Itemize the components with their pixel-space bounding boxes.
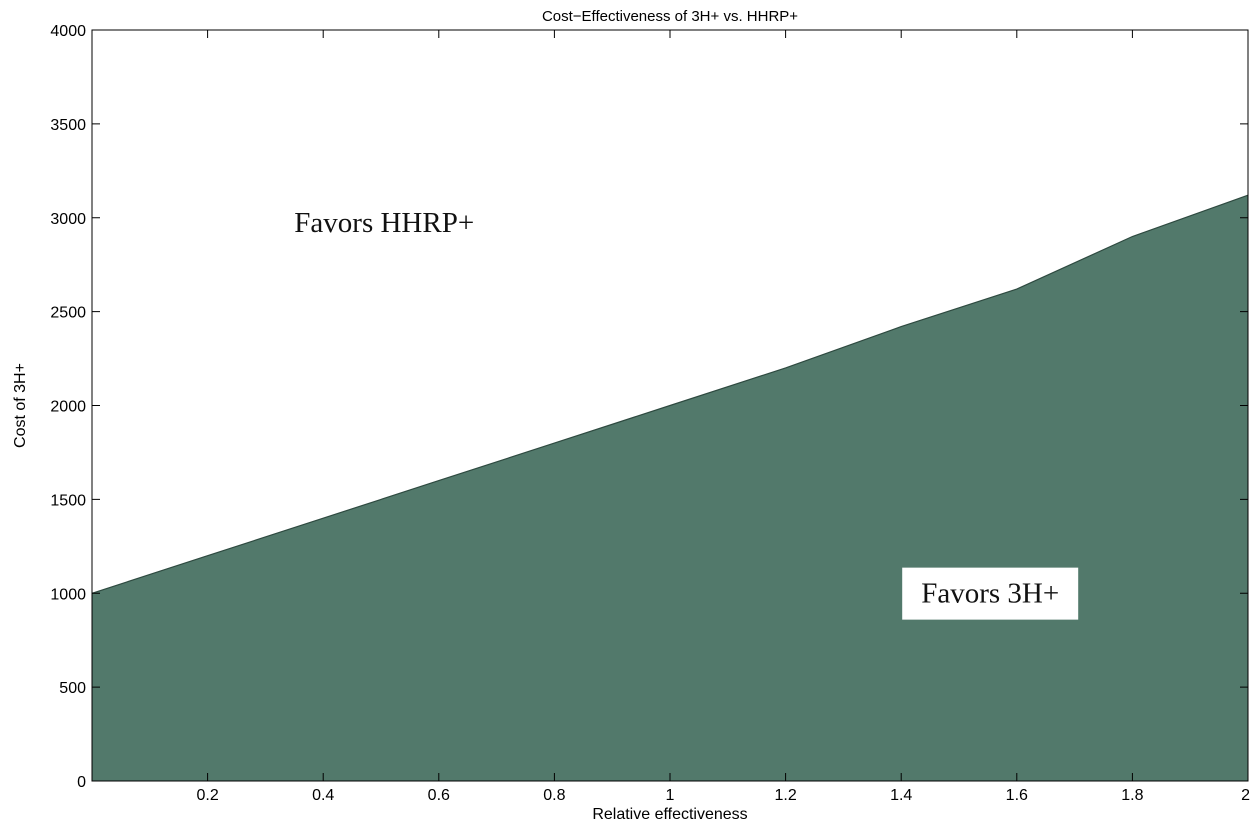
x-tick-label: 1.8 xyxy=(1121,787,1143,804)
x-tick-label: 0.6 xyxy=(428,787,450,804)
y-tick-label: 3500 xyxy=(50,117,86,134)
x-axis-label: Relative effectiveness xyxy=(592,806,747,822)
x-tick-label: 1.2 xyxy=(774,787,796,804)
y-tick-label: 2000 xyxy=(50,399,86,416)
area-boundary-line xyxy=(91,194,1249,594)
y-axis-ticks: 0 500 1000 1500 2000 2500 3000 3500 4000 xyxy=(50,23,1248,791)
region-annotations: Favors HHRP+ Favors 3H+ xyxy=(294,207,1079,620)
y-tick-label: 4000 xyxy=(50,23,86,40)
y-tick-label: 2500 xyxy=(50,305,86,322)
chart-title: Cost−Effectiveness of 3H+ vs. HHRP+ xyxy=(542,8,798,25)
x-tick-label: 1 xyxy=(666,787,675,804)
y-tick-label: 0 xyxy=(77,774,86,791)
plot-frame xyxy=(91,29,1249,782)
y-tick-label: 3000 xyxy=(50,211,86,228)
x-tick-label: 0.2 xyxy=(196,787,218,804)
area-series xyxy=(92,195,1248,781)
x-tick-label: 1.4 xyxy=(890,787,912,804)
x-axis-ticks: 0.2 0.4 0.6 0.8 1 1.2 1.4 1.6 1.8 2 xyxy=(196,30,1250,804)
x-tick-label: 0.8 xyxy=(543,787,565,804)
x-tick-label: 0.4 xyxy=(312,787,334,804)
favors-3h-label-box xyxy=(902,567,1079,620)
y-tick-label: 1000 xyxy=(50,586,86,603)
x-tick-label: 1.6 xyxy=(1006,787,1028,804)
favors-hhrp-label: Favors HHRP+ xyxy=(294,207,474,239)
x-tick-label: 2 xyxy=(1241,787,1250,804)
favors-3h-label: Favors 3H+ xyxy=(921,578,1059,610)
y-axis-label: Cost of 3H+ xyxy=(12,363,29,448)
y-tick-label: 1500 xyxy=(50,492,86,509)
y-tick-label: 500 xyxy=(59,680,86,697)
